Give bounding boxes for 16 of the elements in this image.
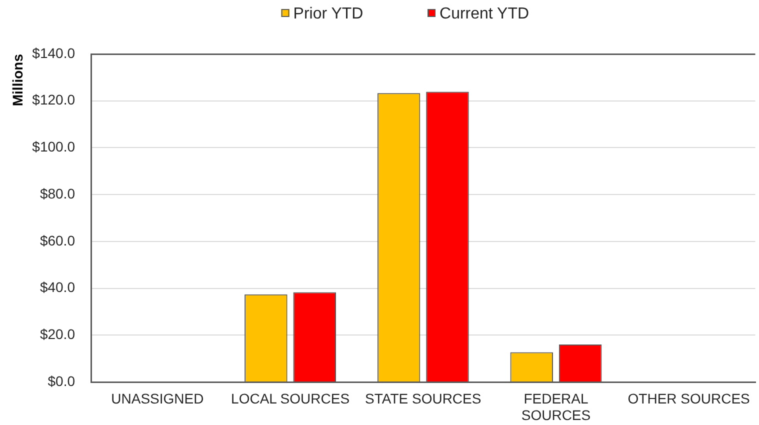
legend-label: Prior YTD <box>293 5 364 22</box>
x-tick-label: FEDERAL SOURCES <box>521 390 591 424</box>
y-tick-label: $140.0 <box>32 44 76 61</box>
y-tick-label: $0.0 <box>48 372 76 389</box>
x-tick-label: UNASSIGNED <box>111 390 204 406</box>
y-tick-label: $120.0 <box>32 92 76 108</box>
y-axis-title: Millions <box>9 54 26 106</box>
y-tick-label: $60.0 <box>40 232 76 248</box>
legend-label: Current YTD <box>440 5 530 22</box>
y-tick-label: $40.0 <box>40 279 76 296</box>
y-tick-label: $100.0 <box>32 138 76 155</box>
x-tick-label: LOCAL SOURCES <box>231 390 350 406</box>
x-tick-label: OTHER SOURCES <box>628 390 750 406</box>
x-tick-label: STATE SOURCES <box>365 390 482 406</box>
y-tick-label: $80.0 <box>40 185 76 202</box>
y-tick-label: $20.0 <box>40 326 76 342</box>
